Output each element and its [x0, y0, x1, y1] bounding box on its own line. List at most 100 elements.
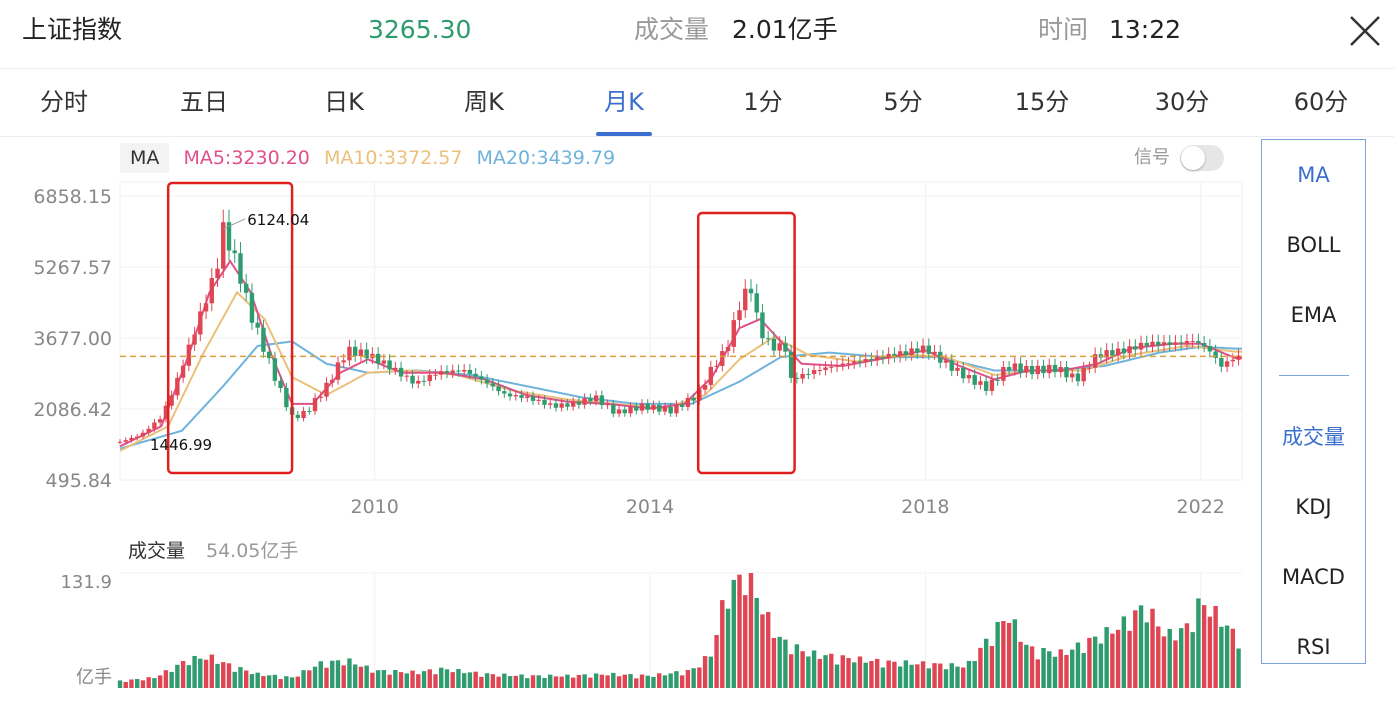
candle-body	[886, 353, 891, 359]
volume-bar	[685, 669, 691, 688]
volume-bar	[725, 608, 731, 688]
volume-bar	[886, 660, 891, 688]
volume-bar	[1133, 610, 1138, 688]
close-icon[interactable]	[1348, 14, 1382, 48]
candle-body	[192, 334, 197, 345]
volume-bar	[823, 655, 828, 688]
candle-body	[743, 288, 748, 311]
volume-bar	[926, 668, 932, 688]
volume-bar	[915, 664, 920, 688]
volume-bar	[628, 674, 633, 688]
volume-bar	[398, 672, 404, 688]
volume-bar	[502, 673, 507, 688]
volume-bar	[599, 674, 605, 688]
candle-body	[869, 359, 874, 361]
tab-five-day[interactable]: 五日	[180, 88, 228, 116]
candle-body	[243, 283, 249, 293]
candle-body	[157, 419, 163, 423]
volume-max-tick: 131.9	[60, 572, 112, 593]
candle-body	[639, 403, 645, 411]
candle-body	[129, 437, 134, 441]
indicator-ema[interactable]: EMA	[1290, 303, 1337, 327]
candle-body	[748, 288, 754, 294]
header-bar: 上证指数 3265.30 成交量 2.01亿手 时间 13:22	[0, 0, 1394, 69]
volume-bar	[123, 681, 128, 688]
candle-body	[1201, 343, 1207, 347]
indicator-boll[interactable]: BOLL	[1286, 233, 1341, 257]
candle-body	[461, 369, 467, 372]
high-annotation: 6124.04	[247, 211, 309, 229]
candle-body	[972, 375, 977, 385]
candle-body	[1213, 351, 1218, 358]
candle-body	[725, 346, 731, 352]
candle-body	[1006, 367, 1012, 371]
candle-body	[421, 380, 427, 382]
tab-monthly-k[interactable]: 月K	[604, 88, 644, 116]
candle-body	[1087, 367, 1092, 369]
volume-bar	[932, 663, 937, 688]
tab-intraday[interactable]: 分时	[40, 88, 88, 116]
volume-bar	[966, 660, 972, 688]
candle-body	[662, 406, 668, 412]
volume-bar	[289, 677, 295, 688]
volume-bar	[1024, 644, 1029, 688]
candle-body	[410, 375, 415, 384]
volume-bar	[507, 676, 513, 688]
volume-bar	[691, 668, 696, 688]
indicator-rsi[interactable]: RSI	[1296, 635, 1331, 659]
candle-body	[909, 348, 914, 355]
volume-bar	[668, 673, 673, 688]
candle-body	[198, 311, 203, 335]
volume-bar	[920, 661, 926, 688]
ma-tag[interactable]: MA	[120, 143, 170, 173]
low-annotation: 1446.99	[150, 436, 212, 454]
tab-15min[interactable]: 15分	[1014, 88, 1070, 116]
volume-bar	[1138, 605, 1144, 688]
candle-body	[714, 365, 719, 367]
candle-body	[840, 363, 845, 366]
volume-bar	[840, 655, 845, 688]
volume-bar	[427, 669, 432, 688]
volume-bar	[1150, 608, 1155, 688]
indicator-macd[interactable]: MACD	[1282, 565, 1345, 589]
volume-bar	[135, 678, 140, 688]
candle-body	[943, 360, 949, 363]
tab-weekly-k[interactable]: 周K	[464, 88, 504, 116]
volume-bar	[1075, 642, 1081, 688]
volume-bar	[811, 650, 817, 688]
volume-bar	[697, 667, 702, 688]
indicator-volume[interactable]: 成交量	[1282, 425, 1345, 449]
volume-bar	[1041, 647, 1046, 688]
tab-30min[interactable]: 30分	[1154, 88, 1210, 116]
tab-60min[interactable]: 60分	[1293, 88, 1349, 116]
tab-daily-k[interactable]: 日K	[324, 88, 364, 116]
x-tick-label: 2010	[351, 496, 399, 518]
volume-bar	[266, 675, 272, 688]
ma10-line	[119, 290, 1242, 452]
volume-bar	[473, 671, 478, 688]
volume-bar	[869, 661, 874, 688]
indicator-kdj[interactable]: KDJ	[1295, 495, 1332, 519]
candle-body	[754, 293, 759, 313]
candle-body	[811, 370, 817, 375]
candle-body	[352, 346, 358, 357]
candle-body	[708, 366, 714, 385]
candle-body	[657, 405, 662, 412]
tab-1min[interactable]: 1分	[743, 88, 783, 116]
volume-current: 54.05亿手	[206, 540, 298, 562]
volume-bar	[553, 676, 559, 688]
volume-bar	[410, 670, 415, 688]
candle-body	[513, 395, 518, 397]
highlight-box	[696, 211, 796, 475]
volume-bar	[393, 670, 398, 688]
volume-bar	[714, 635, 719, 688]
time-label: 时间	[1038, 15, 1089, 44]
candle-body	[1081, 367, 1086, 382]
volume-bar	[301, 670, 306, 688]
candle-body	[645, 403, 650, 410]
indicator-ma[interactable]: MA	[1297, 163, 1330, 187]
volume-bar	[651, 676, 656, 688]
tab-5min[interactable]: 5分	[883, 88, 923, 116]
candle-body	[668, 406, 673, 414]
signal-toggle-knob[interactable]	[1181, 146, 1205, 170]
